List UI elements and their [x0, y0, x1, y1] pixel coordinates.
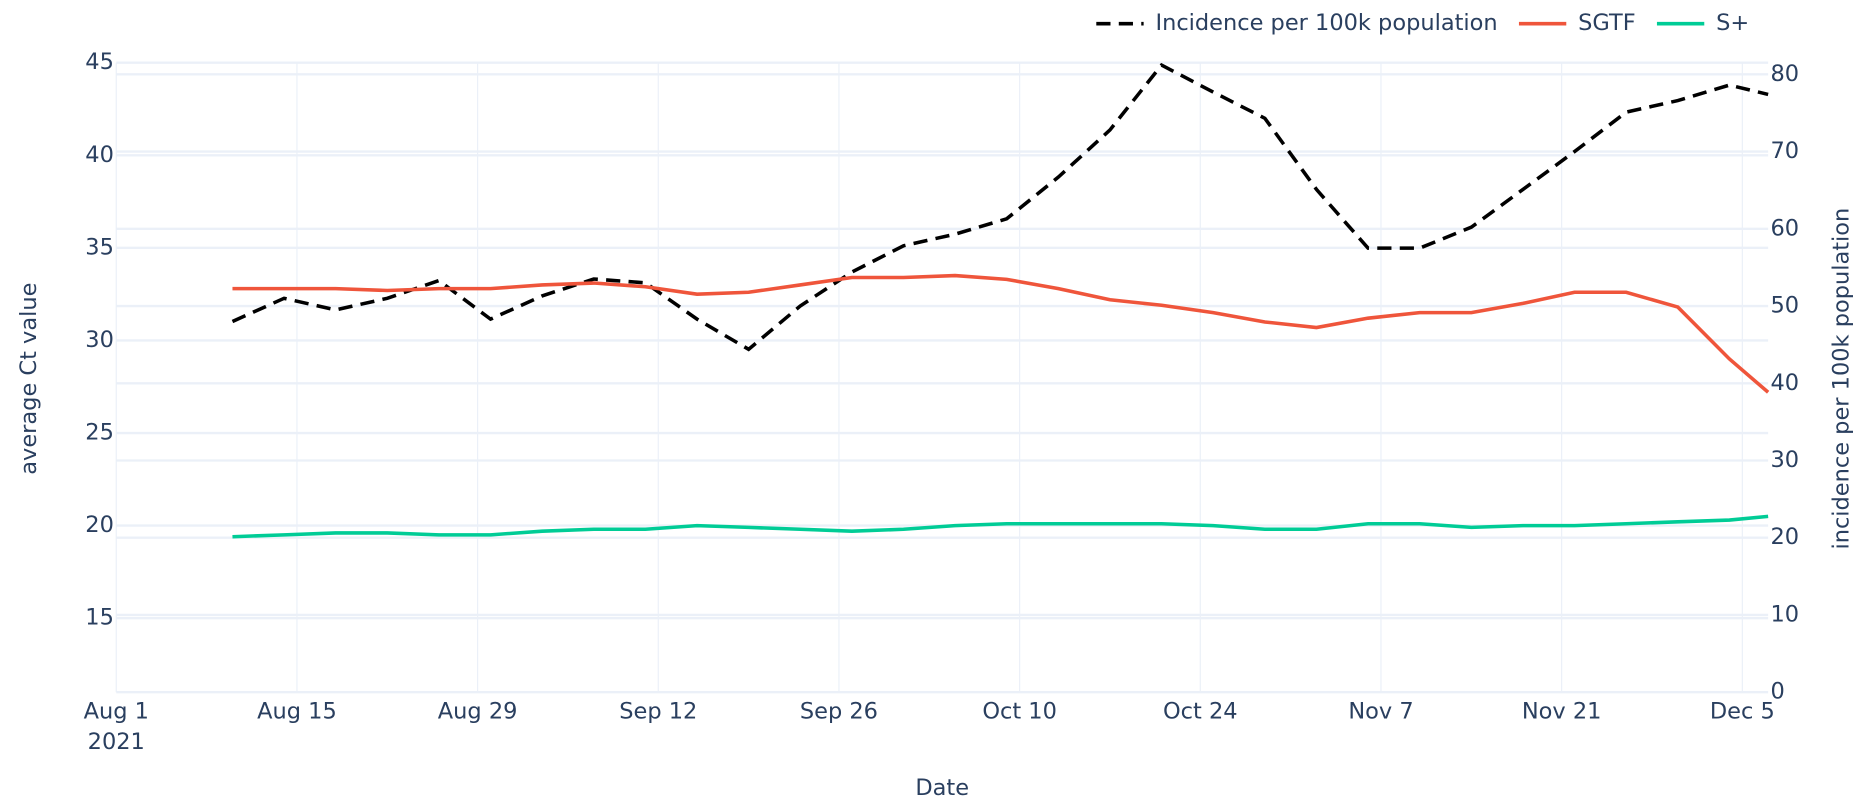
series-line: [232, 514, 1769, 539]
y2-tick-label: 10: [1770, 601, 1799, 627]
y-tick-label: 40: [85, 142, 114, 168]
y-tick-label: 15: [85, 605, 114, 631]
x-tick-label: Nov 21: [1522, 698, 1602, 724]
series-line: [231, 62, 1769, 352]
y-tick-label: 25: [85, 420, 114, 446]
x-tick-label: Oct 10: [982, 698, 1057, 724]
x-tick-label: Oct 24: [1163, 698, 1238, 724]
legend: S+ SGTF Incidence per 100k population: [1096, 10, 1749, 36]
y-tick-label: 35: [85, 234, 114, 260]
x-tick-label: Nov 7: [1348, 698, 1413, 724]
x-tick-label: Aug 29: [438, 698, 518, 724]
x-tick-label: Dec 5: [1710, 698, 1775, 724]
series-line: [232, 273, 1770, 394]
x-tick-label: Sep 12: [619, 698, 697, 724]
y-tick-label: 20: [85, 512, 114, 538]
legend-label: S+: [1716, 10, 1749, 36]
legend-label: Incidence per 100k population: [1155, 10, 1497, 36]
y-axis-title: average Ct value: [16, 283, 42, 475]
legend-label: SGTF: [1578, 10, 1636, 36]
x-tick-label: Sep 26: [800, 698, 878, 724]
x-tick-label: Aug 1 2021: [84, 698, 149, 755]
y-tick-label: 45: [85, 49, 114, 75]
x-axis-title: Date: [915, 775, 969, 801]
y2-tick-label: 60: [1770, 215, 1799, 241]
y2-tick-label: 0: [1770, 679, 1784, 705]
y-tick-label: 30: [85, 327, 114, 353]
y2-tick-label: 50: [1770, 293, 1799, 319]
y2-axis-title: incidence per 100k population: [1829, 208, 1855, 550]
x-tick-label: Aug 15: [257, 698, 337, 724]
y2-tick-label: 20: [1770, 524, 1799, 550]
y2-tick-label: 40: [1770, 370, 1799, 396]
y2-tick-label: 80: [1770, 61, 1799, 87]
y2-tick-label: 30: [1770, 447, 1799, 473]
y2-tick-label: 70: [1770, 138, 1799, 164]
